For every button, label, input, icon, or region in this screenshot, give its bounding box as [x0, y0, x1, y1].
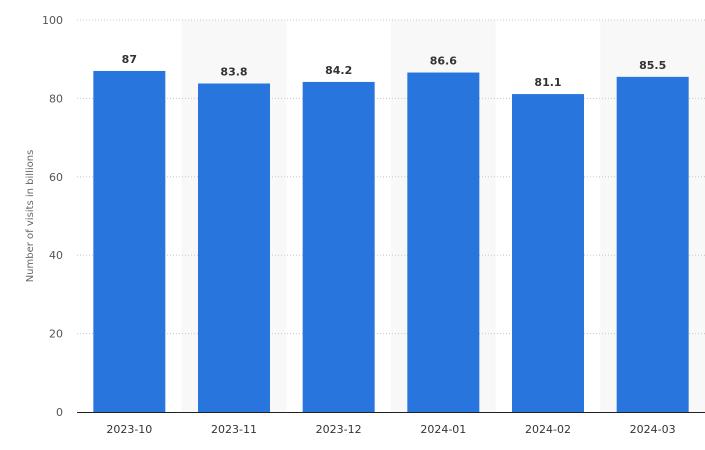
bar-2023-11[interactable]	[198, 83, 270, 412]
x-axis-ticks: 2023-10 2023-11 2023-12 2024-01 2024-02 2024-…	[106, 423, 675, 436]
x-tick-label-2024-03: 2024-03	[630, 423, 676, 436]
x-tick-label-2023-11: 2023-11	[211, 423, 257, 436]
bar-2023-12[interactable]	[302, 81, 375, 412]
y-tick-label: 20	[49, 328, 63, 341]
y-tick-label: 40	[49, 249, 63, 262]
value-labels: 87 83.8 84.2 86.6 81.1 85.5	[122, 53, 667, 89]
value-label-2024-02: 81.1	[534, 76, 561, 89]
y-tick-label: 0	[56, 406, 63, 419]
bar-2024-02[interactable]	[512, 94, 584, 412]
bar-2024-01[interactable]	[407, 72, 480, 412]
bar-2024-03[interactable]	[616, 76, 689, 412]
x-tick-label-2023-12: 2023-12	[316, 423, 362, 436]
y-axis-ticks: 0 20 40 60 80 100	[42, 14, 63, 419]
value-label-2024-01: 86.6	[430, 55, 457, 68]
bar-2023-10[interactable]	[93, 70, 166, 413]
y-axis-title: Number of visits in billions	[25, 150, 36, 283]
value-label-2024-03: 85.5	[639, 59, 666, 72]
value-label-2023-10: 87	[122, 53, 137, 66]
y-tick-label: 100	[42, 14, 63, 27]
x-tick-label-2024-01: 2024-01	[420, 423, 466, 436]
y-tick-label: 60	[49, 171, 63, 184]
x-tick-label-2023-10: 2023-10	[106, 423, 152, 436]
x-tick-label-2024-02: 2024-02	[525, 423, 571, 436]
value-label-2023-12: 84.2	[325, 64, 352, 77]
bars	[93, 70, 689, 413]
value-label-2023-11: 83.8	[220, 66, 247, 79]
y-tick-label: 80	[49, 92, 63, 105]
